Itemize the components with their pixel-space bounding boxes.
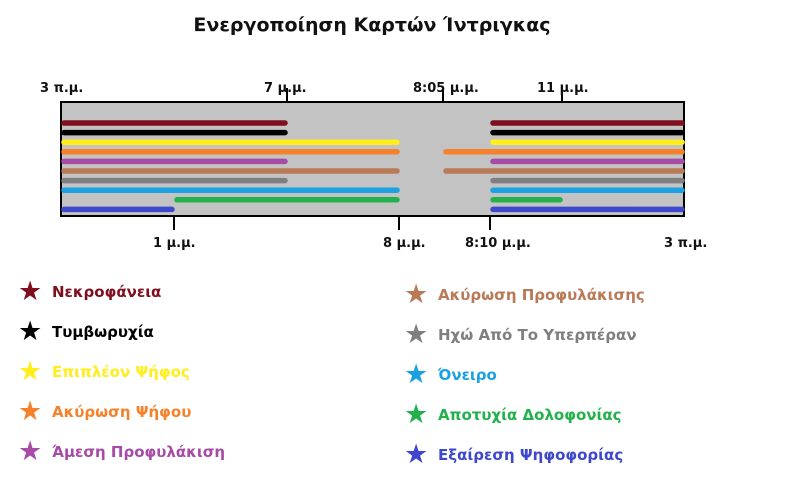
- legend-label: Αποτυχία Δολοφονίας: [438, 406, 622, 424]
- legend-label: Ακύρωση Προφυλάκισης: [438, 286, 645, 304]
- star-icon: ★: [18, 396, 43, 427]
- bottom-tick-label: 8:10 μ.μ.: [465, 236, 531, 251]
- legend-item: ★ Όνειρο: [404, 359, 497, 390]
- top-tick-label: 3 π.μ.: [40, 81, 83, 96]
- timeline-diagram: 3 π.μ. 7 μ.μ. 8:05 μ.μ. 11 μ.μ. 1 μ.μ. 8 μ.μ.…: [40, 81, 707, 251]
- star-icon: ★: [404, 359, 429, 390]
- timeline-break: [400, 103, 489, 215]
- legend-label: Νεκροφάνεια: [52, 283, 162, 301]
- top-tick-label: 8:05 μ.μ.: [413, 81, 479, 96]
- legend-item: ★ Ακύρωση Ψήφου: [18, 396, 192, 427]
- star-icon: ★: [18, 316, 43, 347]
- star-icon: ★: [404, 399, 429, 430]
- bottom-tick-label: 1 μ.μ.: [153, 236, 196, 251]
- legend-label: Άμεση Προφυλάκιση: [52, 443, 226, 461]
- legend-label: Όνειρο: [438, 366, 497, 384]
- bottom-tick-label: 3 π.μ.: [664, 236, 707, 251]
- star-icon: ★: [404, 439, 429, 470]
- legend-item: ★ Άμεση Προφυλάκιση: [18, 436, 226, 467]
- legend-item: ★ Εξαίρεση Ψηφοφορίας: [404, 439, 624, 470]
- star-icon: ★: [404, 319, 429, 350]
- legend-label: Εξαίρεση Ψηφοφορίας: [438, 446, 624, 464]
- legend-item: ★ Αποτυχία Δολοφονίας: [404, 399, 622, 430]
- legend-item: ★ Τυμβωρυχία: [18, 316, 154, 347]
- top-tick-label: 7 μ.μ.: [264, 81, 307, 96]
- legend-label: Επιπλέον Ψήφος: [52, 363, 190, 381]
- star-icon: ★: [18, 356, 43, 387]
- legend-item: ★ Επιπλέον Ψήφος: [18, 356, 190, 387]
- star-icon: ★: [404, 279, 429, 310]
- legend-item: ★ Ακύρωση Προφυλάκισης: [404, 279, 645, 310]
- star-icon: ★: [18, 276, 43, 307]
- bottom-tick-label: 8 μ.μ.: [383, 236, 426, 251]
- page-title: Ενεργοποίηση Καρτών Ίντριγκας: [193, 14, 551, 36]
- legend-item: ★ Ηχώ Από Το Υπερπέραν: [404, 319, 637, 350]
- legend-label: Τυμβωρυχία: [52, 323, 154, 341]
- star-icon: ★: [18, 436, 43, 467]
- legend-label: Ηχώ Από Το Υπερπέραν: [438, 326, 637, 344]
- legend-item: ★ Νεκροφάνεια: [18, 276, 162, 307]
- legend-label: Ακύρωση Ψήφου: [52, 403, 192, 421]
- top-tick-label: 11 μ.μ.: [537, 81, 589, 96]
